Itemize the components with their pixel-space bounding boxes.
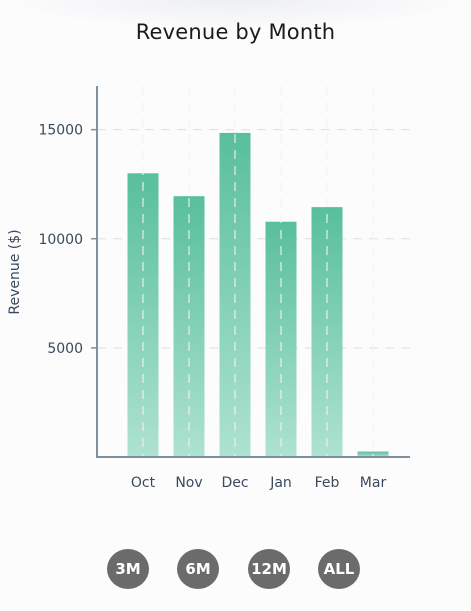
x-tick-label-dec: Dec [221, 475, 248, 491]
x-tick-label-feb: Feb [315, 475, 340, 491]
y-axis-title: Revenue ($) [7, 229, 23, 314]
range-6m-button[interactable]: 6M [177, 549, 219, 589]
x-tick-label-mar: Mar [360, 475, 387, 491]
x-tick-label-jan: Jan [269, 475, 292, 491]
bar-chart: 5000 10000 15000 Oct Nov Dec Jan Feb Mar Revenue … [7, 86, 410, 491]
y-tick-label-10000: 10000 [38, 232, 83, 248]
y-tick-label-15000: 15000 [38, 123, 83, 139]
x-tick-label-nov: Nov [175, 475, 202, 491]
range-12m-button[interactable]: 12M [248, 549, 290, 589]
bar-jan [265, 221, 297, 457]
top-shadow [0, 0, 471, 30]
chart-title: Revenue by Month [135, 20, 336, 44]
range-all-button[interactable]: ALL [318, 549, 360, 589]
range-selector: 3M 6M 12M ALL [0, 549, 471, 589]
y-tick-label-5000: 5000 [47, 341, 83, 357]
range-3m-button[interactable]: 3M [107, 549, 149, 589]
x-tick-label-oct: Oct [131, 475, 156, 491]
